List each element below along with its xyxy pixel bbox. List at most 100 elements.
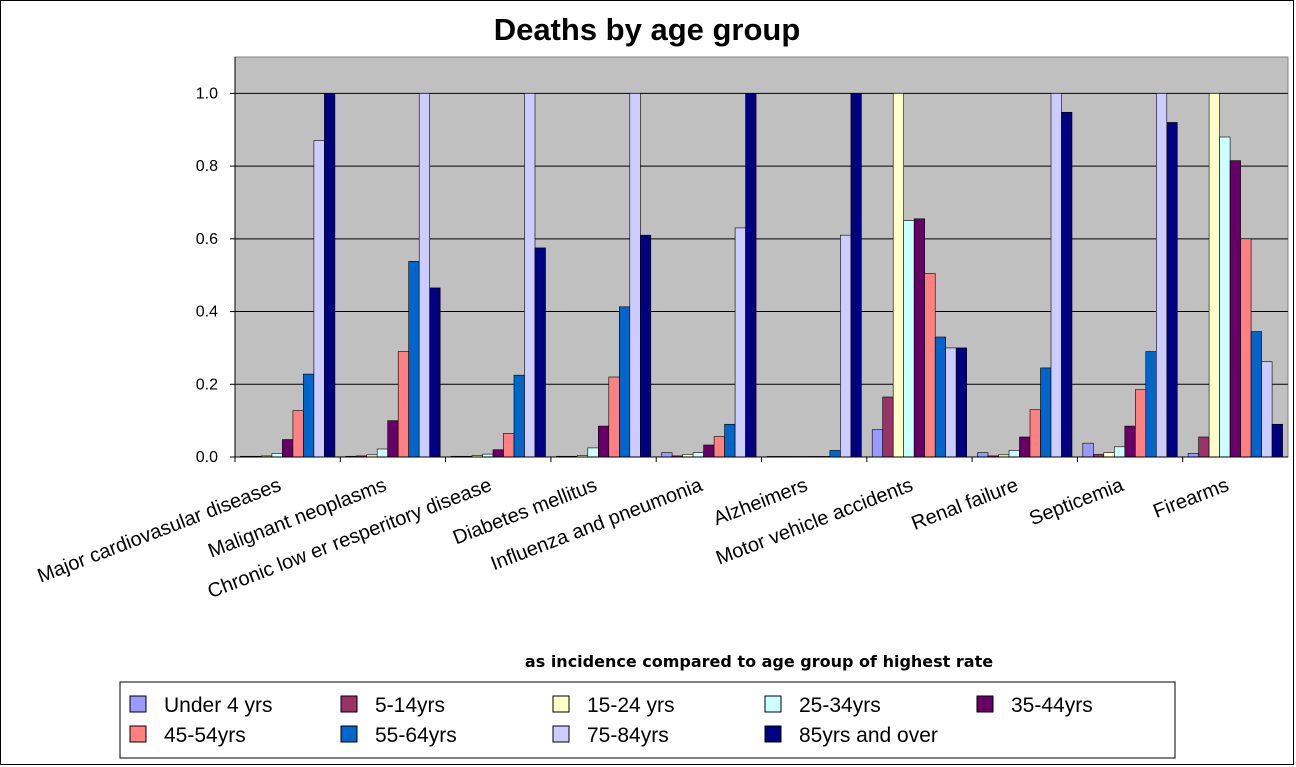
bar xyxy=(1156,93,1168,458)
bar xyxy=(924,273,936,458)
bar xyxy=(418,93,431,458)
legend-swatch xyxy=(552,695,570,713)
legend-label: 35-44yrs xyxy=(1011,694,1093,717)
x-tick-label: Septicemia xyxy=(1026,474,1127,530)
bar xyxy=(1166,122,1178,458)
bar xyxy=(1261,361,1273,458)
x-tick-label: Firearms xyxy=(1150,474,1232,523)
bar xyxy=(534,247,546,458)
chart-subtitle: as incidence compared to age group of hi… xyxy=(525,652,993,671)
legend-label: 75-84yrs xyxy=(587,724,669,747)
bar xyxy=(1050,93,1062,458)
y-tick-label: 0.8 xyxy=(196,158,218,175)
bar xyxy=(955,347,968,458)
y-tick-label: 0.2 xyxy=(196,376,218,393)
bar xyxy=(871,429,884,458)
bar xyxy=(1250,331,1262,458)
bar xyxy=(1061,111,1073,458)
bar xyxy=(303,373,315,458)
legend-swatch xyxy=(764,725,782,743)
bar xyxy=(734,227,746,458)
chart-title: Deaths by age group xyxy=(494,12,801,47)
legend-swatch xyxy=(552,725,570,743)
bar xyxy=(1040,367,1052,458)
bar xyxy=(882,396,894,458)
legend-swatch xyxy=(764,695,782,713)
bar xyxy=(977,452,989,458)
bar xyxy=(271,453,283,458)
legend-swatch xyxy=(129,695,147,713)
legend-label: 15-24 yrs xyxy=(587,694,675,717)
legend-swatch xyxy=(340,725,358,743)
legend-swatch xyxy=(976,695,994,713)
legend-label: 25-34yrs xyxy=(799,694,881,717)
bar xyxy=(713,436,725,458)
legend-label: 5-14yrs xyxy=(375,694,445,717)
bar xyxy=(661,452,673,458)
bar xyxy=(376,448,389,458)
bar xyxy=(934,336,947,458)
bar xyxy=(1124,425,1136,458)
bar xyxy=(608,376,620,458)
bar xyxy=(618,306,631,458)
y-axis-ticks: 0.0 0.2 0.4 0.6 0.8 1.0 xyxy=(196,57,1288,466)
bar xyxy=(1219,136,1231,458)
bar xyxy=(597,425,610,458)
bar xyxy=(945,347,957,458)
bar xyxy=(1029,409,1041,458)
bar xyxy=(1008,450,1020,458)
bar xyxy=(513,374,525,458)
bar xyxy=(913,218,926,458)
bar xyxy=(639,234,652,458)
bar xyxy=(724,423,736,458)
bar xyxy=(1135,389,1147,458)
bar xyxy=(492,449,504,458)
bar xyxy=(324,93,336,458)
bar xyxy=(1229,160,1241,458)
legend-swatch xyxy=(340,695,358,713)
x-tick-label: Renal failure xyxy=(909,474,1022,535)
bar xyxy=(892,93,905,458)
bar xyxy=(429,287,441,458)
legend-label: 55-64yrs xyxy=(375,724,457,747)
bar xyxy=(1187,453,1199,458)
legend-items: Under 4 yrs 5-14yrs 15-24 yrs 25-34yrs 35-44… xyxy=(129,694,1093,747)
bars xyxy=(240,93,1283,458)
bar xyxy=(903,220,915,458)
bar xyxy=(1271,423,1283,458)
bar xyxy=(850,93,862,458)
bar xyxy=(1198,436,1210,458)
y-tick-label: 0.6 xyxy=(196,231,218,248)
bar xyxy=(1208,93,1220,458)
bar xyxy=(629,93,641,458)
y-tick-label: 0.4 xyxy=(196,304,218,321)
bar xyxy=(503,433,515,458)
bar xyxy=(1240,238,1252,458)
bar xyxy=(387,420,399,458)
bar xyxy=(840,234,852,458)
bar xyxy=(524,93,536,458)
y-tick-label: 0.0 xyxy=(196,449,218,466)
legend xyxy=(119,681,1176,759)
bar xyxy=(703,444,715,458)
bar xyxy=(292,410,304,458)
bar xyxy=(1103,452,1115,458)
bar xyxy=(829,450,841,458)
bar xyxy=(587,447,599,458)
bar xyxy=(408,261,420,458)
legend-swatch xyxy=(129,725,147,743)
bar xyxy=(1145,351,1157,458)
legend-label: 85yrs and over xyxy=(799,724,938,747)
legend-label: 45-54yrs xyxy=(164,724,246,747)
bar xyxy=(1019,436,1031,458)
bar xyxy=(1082,442,1094,458)
x-tick-label: Motor vehicle accidents xyxy=(713,474,916,569)
bar xyxy=(745,93,757,458)
bar xyxy=(1114,446,1126,458)
bar xyxy=(397,351,410,458)
bar xyxy=(692,452,704,458)
y-tick-label: 1.0 xyxy=(196,85,218,102)
